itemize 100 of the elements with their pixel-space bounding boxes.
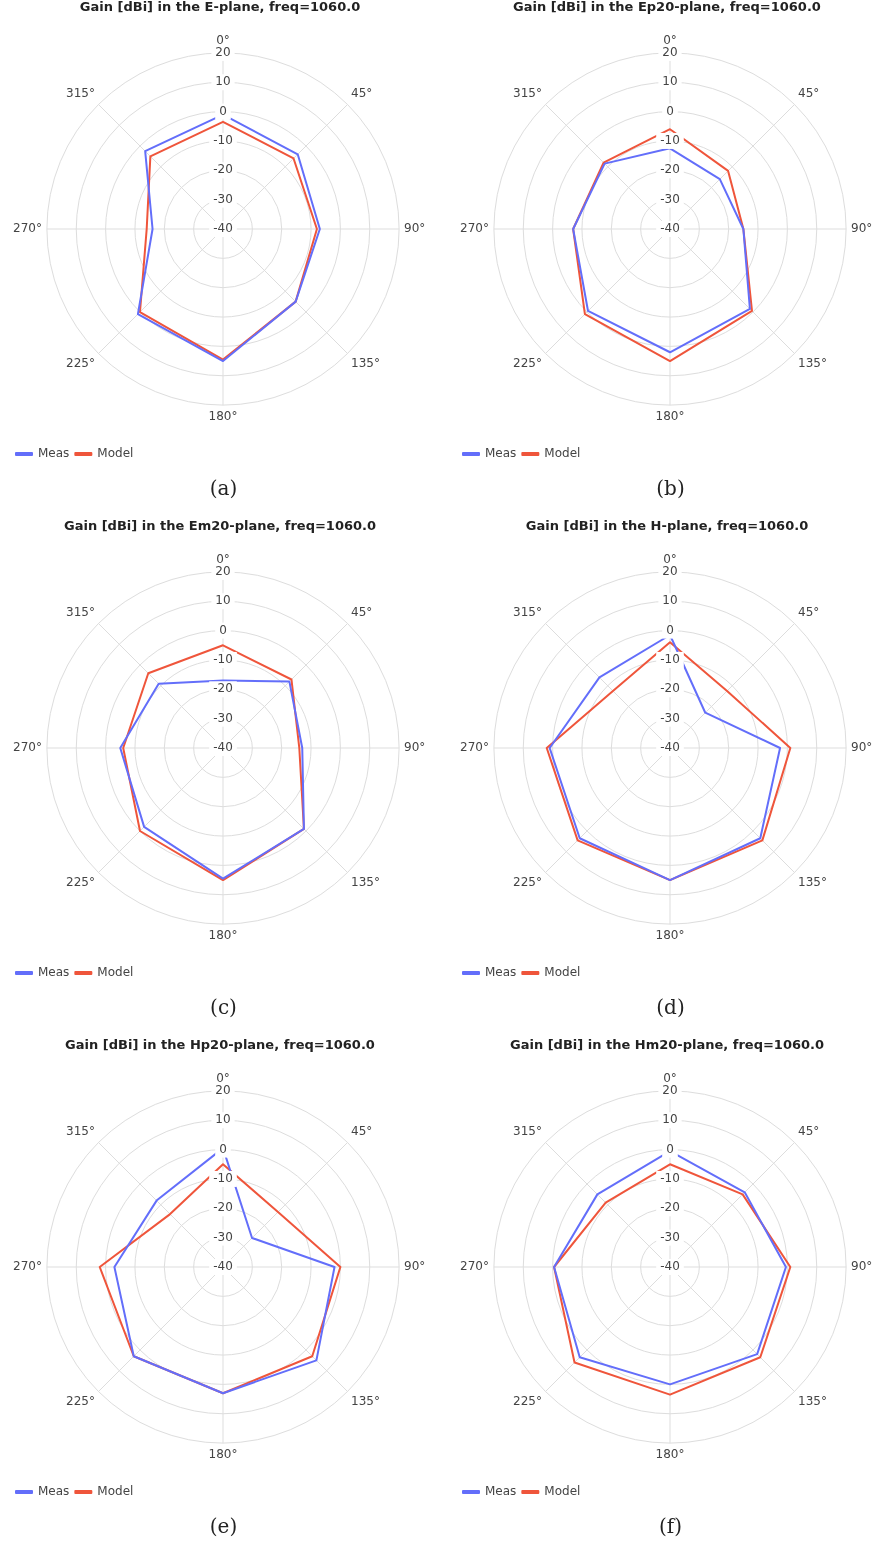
y-tick-label: -20	[213, 681, 233, 696]
y-tick-label: -20	[660, 681, 680, 696]
spoke-label: 225°	[513, 875, 542, 890]
chart-title: Gain [dBi] in the Hp20-plane, freq=1060.0	[65, 1037, 375, 1053]
y-tick-label: 10	[215, 74, 231, 89]
chart-title: Gain [dBi] in the Em20-plane, freq=1060.0	[63, 518, 377, 534]
text: (a)	[208, 476, 239, 500]
y-tick-label: -20	[660, 162, 680, 177]
y-tick-label: -30	[660, 710, 680, 725]
spoke-label: 135°	[798, 875, 827, 890]
spoke-label: 270°	[13, 740, 42, 755]
y-tick-label: -10	[660, 133, 680, 148]
legend-label: Meas	[38, 1484, 70, 1499]
spoke-label: 90°	[404, 1259, 426, 1274]
y-tick-label: 20	[215, 1083, 231, 1098]
spoke-label: 180°	[208, 928, 238, 943]
y-tick-label: 10	[662, 74, 678, 89]
y-tick-label: -30	[660, 191, 680, 206]
y-tick-label: 0	[219, 622, 227, 637]
spoke-label: 270°	[460, 221, 489, 236]
chart-title: Gain [dBi] in the H-plane, freq=1060.0	[525, 518, 809, 534]
spoke-label: 0°	[663, 1070, 677, 1085]
y-tick-label: -30	[660, 1229, 680, 1244]
legend-label: Meas	[485, 1484, 517, 1499]
spoke-label: 180°	[655, 1447, 685, 1462]
spoke-label: 315°	[513, 1123, 542, 1138]
text: (d)	[655, 995, 686, 1019]
legend-label: Model	[97, 965, 134, 980]
y-tick-label: 10	[662, 593, 678, 608]
spoke-label: 180°	[655, 928, 685, 943]
spoke-label: 90°	[404, 221, 426, 236]
y-tick-label: -20	[213, 162, 233, 177]
y-tick-label: 0	[666, 622, 674, 637]
y-tick-label: -10	[660, 1171, 680, 1186]
y-tick-label: 10	[215, 593, 231, 608]
y-tick-label: -10	[213, 1171, 233, 1186]
y-tick-label: -10	[213, 652, 233, 667]
y-tick-label: -40	[213, 1259, 233, 1274]
spoke-label: 0°	[663, 32, 677, 47]
y-tick-label: -40	[660, 740, 680, 755]
spoke-label: 180°	[208, 409, 238, 424]
spoke-label: 45°	[798, 1123, 820, 1138]
spoke-label: 90°	[851, 1259, 873, 1274]
spoke-label: 90°	[404, 740, 426, 755]
y-tick-label: 20	[662, 45, 678, 60]
spoke-label: 135°	[798, 1394, 827, 1409]
spoke-label: 270°	[460, 740, 489, 755]
y-tick-label: 10	[662, 1112, 678, 1127]
spoke-label: 315°	[66, 85, 95, 100]
y-tick-label: 20	[215, 564, 231, 579]
y-tick-label: -10	[213, 133, 233, 148]
y-tick-label: 10	[215, 1112, 231, 1127]
spoke-label: 315°	[66, 1123, 95, 1138]
legend-label: Model	[97, 1484, 134, 1499]
y-tick-label: -40	[213, 740, 233, 755]
y-tick-label: 20	[215, 45, 231, 60]
y-tick-label: 0	[219, 1141, 227, 1156]
y-tick-label: -20	[660, 1200, 680, 1215]
legend-label: Model	[544, 1484, 581, 1499]
text: (e)	[208, 1514, 239, 1538]
legend-label: Meas	[485, 965, 517, 980]
spoke-label: 225°	[513, 356, 542, 371]
chart-title: Gain [dBi] in the E-plane, freq=1060.0	[79, 0, 361, 15]
spoke-label: 225°	[513, 1394, 542, 1409]
y-tick-label: 0	[666, 103, 674, 118]
y-tick-label: -40	[660, 221, 680, 236]
spoke-label: 315°	[66, 604, 95, 619]
spoke-label: 270°	[13, 221, 42, 236]
spoke-label: 45°	[351, 85, 373, 100]
y-tick-label: 20	[662, 564, 678, 579]
legend-label: Meas	[38, 965, 70, 980]
legend-label: Model	[544, 446, 581, 461]
spoke-label: 135°	[351, 875, 380, 890]
legend-label: Meas	[38, 446, 70, 461]
spoke-label: 45°	[351, 604, 373, 619]
legend-label: Model	[97, 446, 134, 461]
spoke-label: 45°	[798, 85, 820, 100]
spoke-label: 315°	[513, 85, 542, 100]
legend-label: Meas	[485, 446, 517, 461]
legend-label: Model	[544, 965, 581, 980]
spoke-label: 90°	[851, 740, 873, 755]
spoke-label: 135°	[351, 1394, 380, 1409]
y-tick-label: 0	[219, 103, 227, 118]
spoke-label: 0°	[663, 551, 677, 566]
text: (b)	[655, 476, 686, 500]
spoke-label: 45°	[351, 1123, 373, 1138]
spoke-label: 0°	[216, 551, 230, 566]
spoke-label: 225°	[66, 875, 95, 890]
spoke-label: 180°	[655, 409, 685, 424]
spoke-label: 90°	[851, 221, 873, 236]
y-tick-label: -10	[660, 652, 680, 667]
y-tick-label: -30	[213, 191, 233, 206]
y-tick-label: -40	[660, 1259, 680, 1274]
y-tick-label: -30	[213, 710, 233, 725]
y-tick-label: -30	[213, 1229, 233, 1244]
spoke-label: 135°	[351, 356, 380, 371]
spoke-label: 45°	[798, 604, 820, 619]
text: (f)	[658, 1514, 683, 1538]
spoke-label: 0°	[216, 1070, 230, 1085]
chart-title: Gain [dBi] in the Hm20-plane, freq=1060.0	[509, 1037, 825, 1053]
